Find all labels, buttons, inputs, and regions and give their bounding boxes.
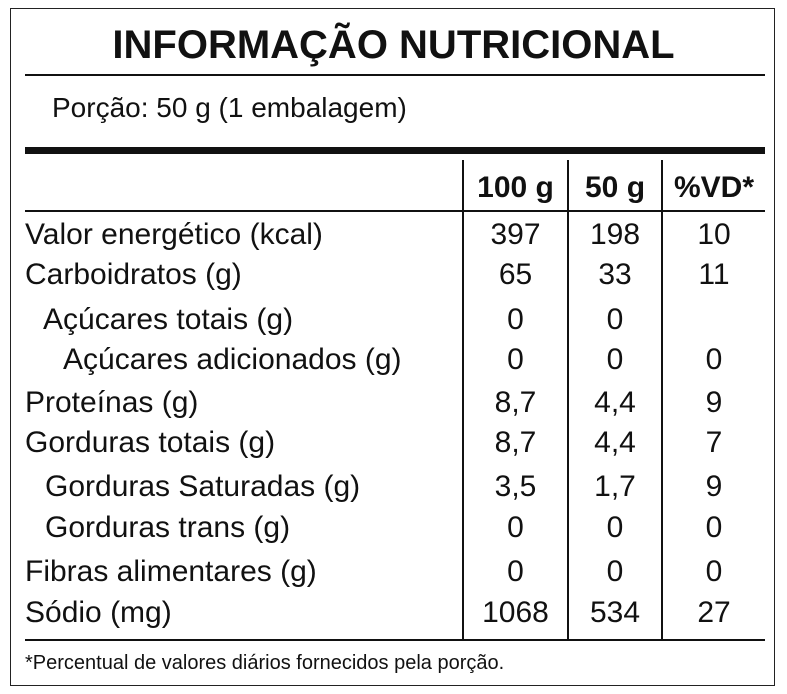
row-label: Gorduras totais (g): [25, 426, 276, 459]
cell-value: 11: [698, 258, 730, 291]
cell-value: 9: [705, 470, 723, 503]
row-label: Proteínas (g): [25, 386, 199, 419]
cell-value: 0: [606, 511, 624, 544]
cell-value: 534: [589, 596, 641, 629]
row-label: Açúcares adicionados (g): [63, 343, 402, 376]
title: INFORMAÇÃO NUTRICIONAL: [112, 23, 675, 67]
thick-rule: [25, 147, 765, 154]
cell-value: 9: [705, 386, 723, 419]
cell-value: 1068: [482, 596, 549, 629]
cell-value: 0: [507, 511, 524, 544]
label-frame: [10, 8, 775, 686]
rule: [25, 74, 765, 76]
serving: Porção: 50 g (1 embalagem): [52, 92, 407, 123]
cell-value: 0: [705, 555, 723, 588]
cell-value: 33: [598, 258, 632, 291]
cell-value: 0: [507, 343, 524, 376]
cell-value: 198: [589, 218, 641, 251]
rule: [25, 639, 765, 641]
rule: [25, 210, 765, 212]
cell-value: 1,7: [594, 470, 636, 503]
column-header: %VD*: [673, 171, 755, 204]
row-label: Gorduras trans (g): [45, 511, 291, 544]
cell-value: 10: [697, 218, 731, 251]
cell-value: 7: [705, 426, 723, 459]
cell-value: 0: [507, 303, 524, 336]
cell-value: 0: [705, 511, 723, 544]
cell-value: 0: [507, 555, 524, 588]
cell-value: 0: [606, 343, 624, 376]
cell-value: 65: [498, 258, 533, 291]
column-line: [567, 160, 569, 640]
cell-value: 397: [490, 218, 541, 251]
row-label: Fibras alimentares (g): [25, 555, 317, 588]
row-label: Carboidratos (g): [25, 258, 242, 291]
cell-value: 0: [606, 303, 624, 336]
cell-value: 27: [697, 596, 731, 629]
cell-value: 3,5: [494, 470, 537, 503]
row-label: Sódio (mg): [25, 596, 172, 629]
cell-value: 4,4: [594, 386, 636, 419]
footnote: *Percentual de valores diários fornecido…: [25, 652, 505, 674]
row-label: Gorduras Saturadas (g): [45, 470, 361, 503]
cell-value: 8,7: [494, 386, 537, 419]
column-line: [661, 160, 663, 640]
cell-value: 8,7: [494, 426, 537, 459]
column-header: 50 g: [584, 171, 646, 204]
column-line: [462, 160, 464, 640]
cell-value: 0: [606, 555, 624, 588]
row-label: Açúcares totais (g): [43, 303, 294, 336]
cell-value: 0: [705, 343, 723, 376]
column-header: 100 g: [477, 171, 554, 204]
row-label: Valor energético (kcal): [25, 218, 323, 251]
cell-value: 4,4: [594, 426, 636, 459]
